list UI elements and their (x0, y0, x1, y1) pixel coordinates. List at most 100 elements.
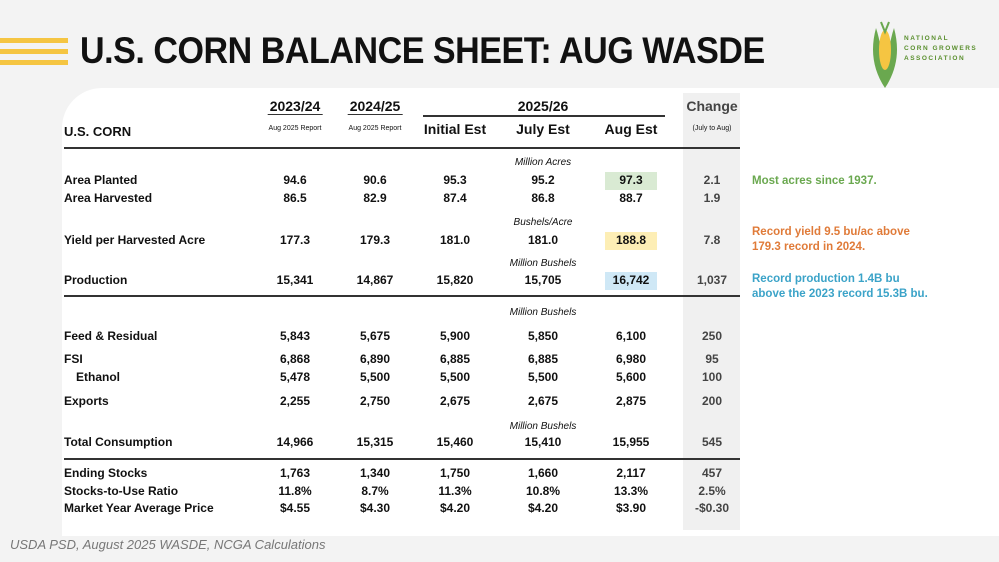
header-july: July Est (516, 121, 570, 137)
table-cell: 15,341 (276, 273, 314, 287)
table-cell: 5,850 (527, 329, 559, 343)
corn-icon (873, 21, 897, 88)
table-cell: 15,410 (524, 435, 562, 449)
change-cell: 100 (701, 370, 723, 384)
row-label: Stocks-to-Use Ratio (64, 484, 179, 498)
header-2023-24: 2023/24 (267, 98, 323, 115)
highlight-acres (605, 172, 657, 190)
table-cell: 5,500 (359, 370, 391, 384)
table-cell: 2,255 (279, 394, 311, 408)
title-stripe (0, 38, 68, 43)
table-cell: 15,315 (356, 435, 394, 449)
table-cell: 10.8% (525, 484, 561, 498)
table-cell: 5,600 (615, 370, 647, 384)
header-2024-25: 2024/25 (347, 98, 403, 115)
header-change: Change (686, 98, 738, 114)
logo-text: ASSOCIATION (904, 55, 966, 62)
table-cell: 11.8% (278, 484, 312, 498)
divider (64, 147, 740, 149)
title-stripe (0, 49, 68, 54)
table-cell: 181.0 (527, 233, 559, 247)
page-title: U.S. CORN BALANCE SHEET: AUG WASDE (80, 30, 765, 71)
table-cell: 2,675 (527, 394, 559, 408)
table-cell: 1,763 (279, 466, 311, 480)
table-cell: 177.3 (279, 233, 311, 247)
row-label: Feed & Residual (64, 329, 158, 343)
note-line: Record production 1.4B bu (752, 273, 900, 285)
header-2025-26: 2025/26 (517, 98, 569, 114)
logo-text: CORN GROWERS (904, 45, 978, 52)
divider (64, 458, 740, 460)
table-cell: $4.20 (439, 501, 471, 515)
note-line: above the 2023 record 15.3B bu. (752, 288, 928, 300)
note-production: Record production 1.4B bu above the 2023 … (752, 272, 928, 302)
highlight-yield (605, 232, 657, 250)
change-cell: 7.8 (703, 233, 721, 247)
row-label: Area Harvested (64, 191, 153, 205)
table-cell: 15,955 (612, 435, 650, 449)
table-cell: 5,843 (279, 329, 311, 343)
note-line: 179.3 record in 2024. (752, 241, 866, 253)
row-label: Area Planted (64, 173, 138, 187)
table-cell: 88.7 (619, 191, 643, 205)
table-cell: 2,875 (615, 394, 647, 408)
table-cell: 2,675 (439, 394, 471, 408)
table-cell: 86.5 (283, 191, 307, 205)
table-cell: 97.3 (619, 173, 643, 187)
table-cell: 13.3% (613, 484, 649, 498)
table-cell: 2,750 (359, 394, 391, 408)
table-cell: 179.3 (359, 233, 391, 247)
table-cell: 6,868 (279, 352, 311, 366)
header-label: U.S. CORN (64, 124, 132, 139)
table-cell: 94.6 (283, 173, 307, 187)
table-cell: 6,890 (359, 352, 391, 366)
table-cell: 5,675 (359, 329, 391, 343)
table-cell: 95.2 (531, 173, 555, 187)
change-cell: 95 (705, 352, 719, 366)
table-cell: 5,900 (439, 329, 471, 343)
table-cell: $3.90 (615, 501, 647, 515)
header-initial: Initial Est (423, 121, 487, 137)
change-cell: 545 (701, 435, 723, 449)
note-yield: Record yield 9.5 bu/ac above 179.3 record… (752, 225, 910, 255)
table-cell: 5,478 (279, 370, 311, 384)
ncga-logo: NATIONAL CORN GROWERS ASSOCIATION (868, 20, 978, 90)
highlight-production (605, 272, 657, 290)
table-cell: 5,500 (527, 370, 559, 384)
table-cell: 87.4 (443, 191, 467, 205)
unit-label: Million Acres (514, 157, 572, 168)
change-cell: 250 (701, 329, 723, 343)
unit-label: Bushels/Acre (513, 217, 573, 228)
unit-label: Million Bushels (509, 421, 577, 432)
change-cell: 200 (701, 394, 723, 408)
source-note: USDA PSD, August 2025 WASDE, NCGA Calcul… (10, 537, 326, 552)
row-label: FSI (64, 352, 83, 366)
table-cell: $4.55 (279, 501, 311, 515)
table-cell: 1,660 (527, 466, 559, 480)
header-sub: Aug 2025 Report (268, 125, 322, 132)
table-cell: 95.3 (443, 173, 467, 187)
change-cell: 457 (701, 466, 723, 480)
change-cell: 1,037 (696, 273, 728, 287)
table-cell: $4.20 (527, 501, 559, 515)
row-label: Ending Stocks (64, 466, 148, 480)
table-cell: 6,100 (615, 329, 647, 343)
table-cell: 15,820 (436, 273, 474, 287)
table-cell: 5,500 (439, 370, 471, 384)
change-cell: 1.9 (703, 191, 721, 205)
table-cell: $4.30 (359, 501, 391, 515)
note-acres: Most acres since 1937. (752, 175, 877, 187)
table-cell: 11.3% (438, 484, 472, 498)
table-cell: 90.6 (363, 173, 387, 187)
unit-label: Million Bushels (509, 307, 577, 318)
table-cell: 1,340 (359, 466, 391, 480)
change-cell: -$0.30 (694, 501, 730, 515)
table-cell: 16,742 (612, 273, 650, 287)
header-aug: Aug Est (604, 121, 658, 137)
table-cell: 86.8 (531, 191, 555, 205)
header-sub: (July to Aug) (692, 125, 732, 132)
row-label: Market Year Average Price (64, 501, 214, 515)
row-label: Exports (64, 394, 109, 408)
row-label: Yield per Harvested Acre (64, 233, 206, 247)
row-label: Ethanol (76, 370, 120, 384)
